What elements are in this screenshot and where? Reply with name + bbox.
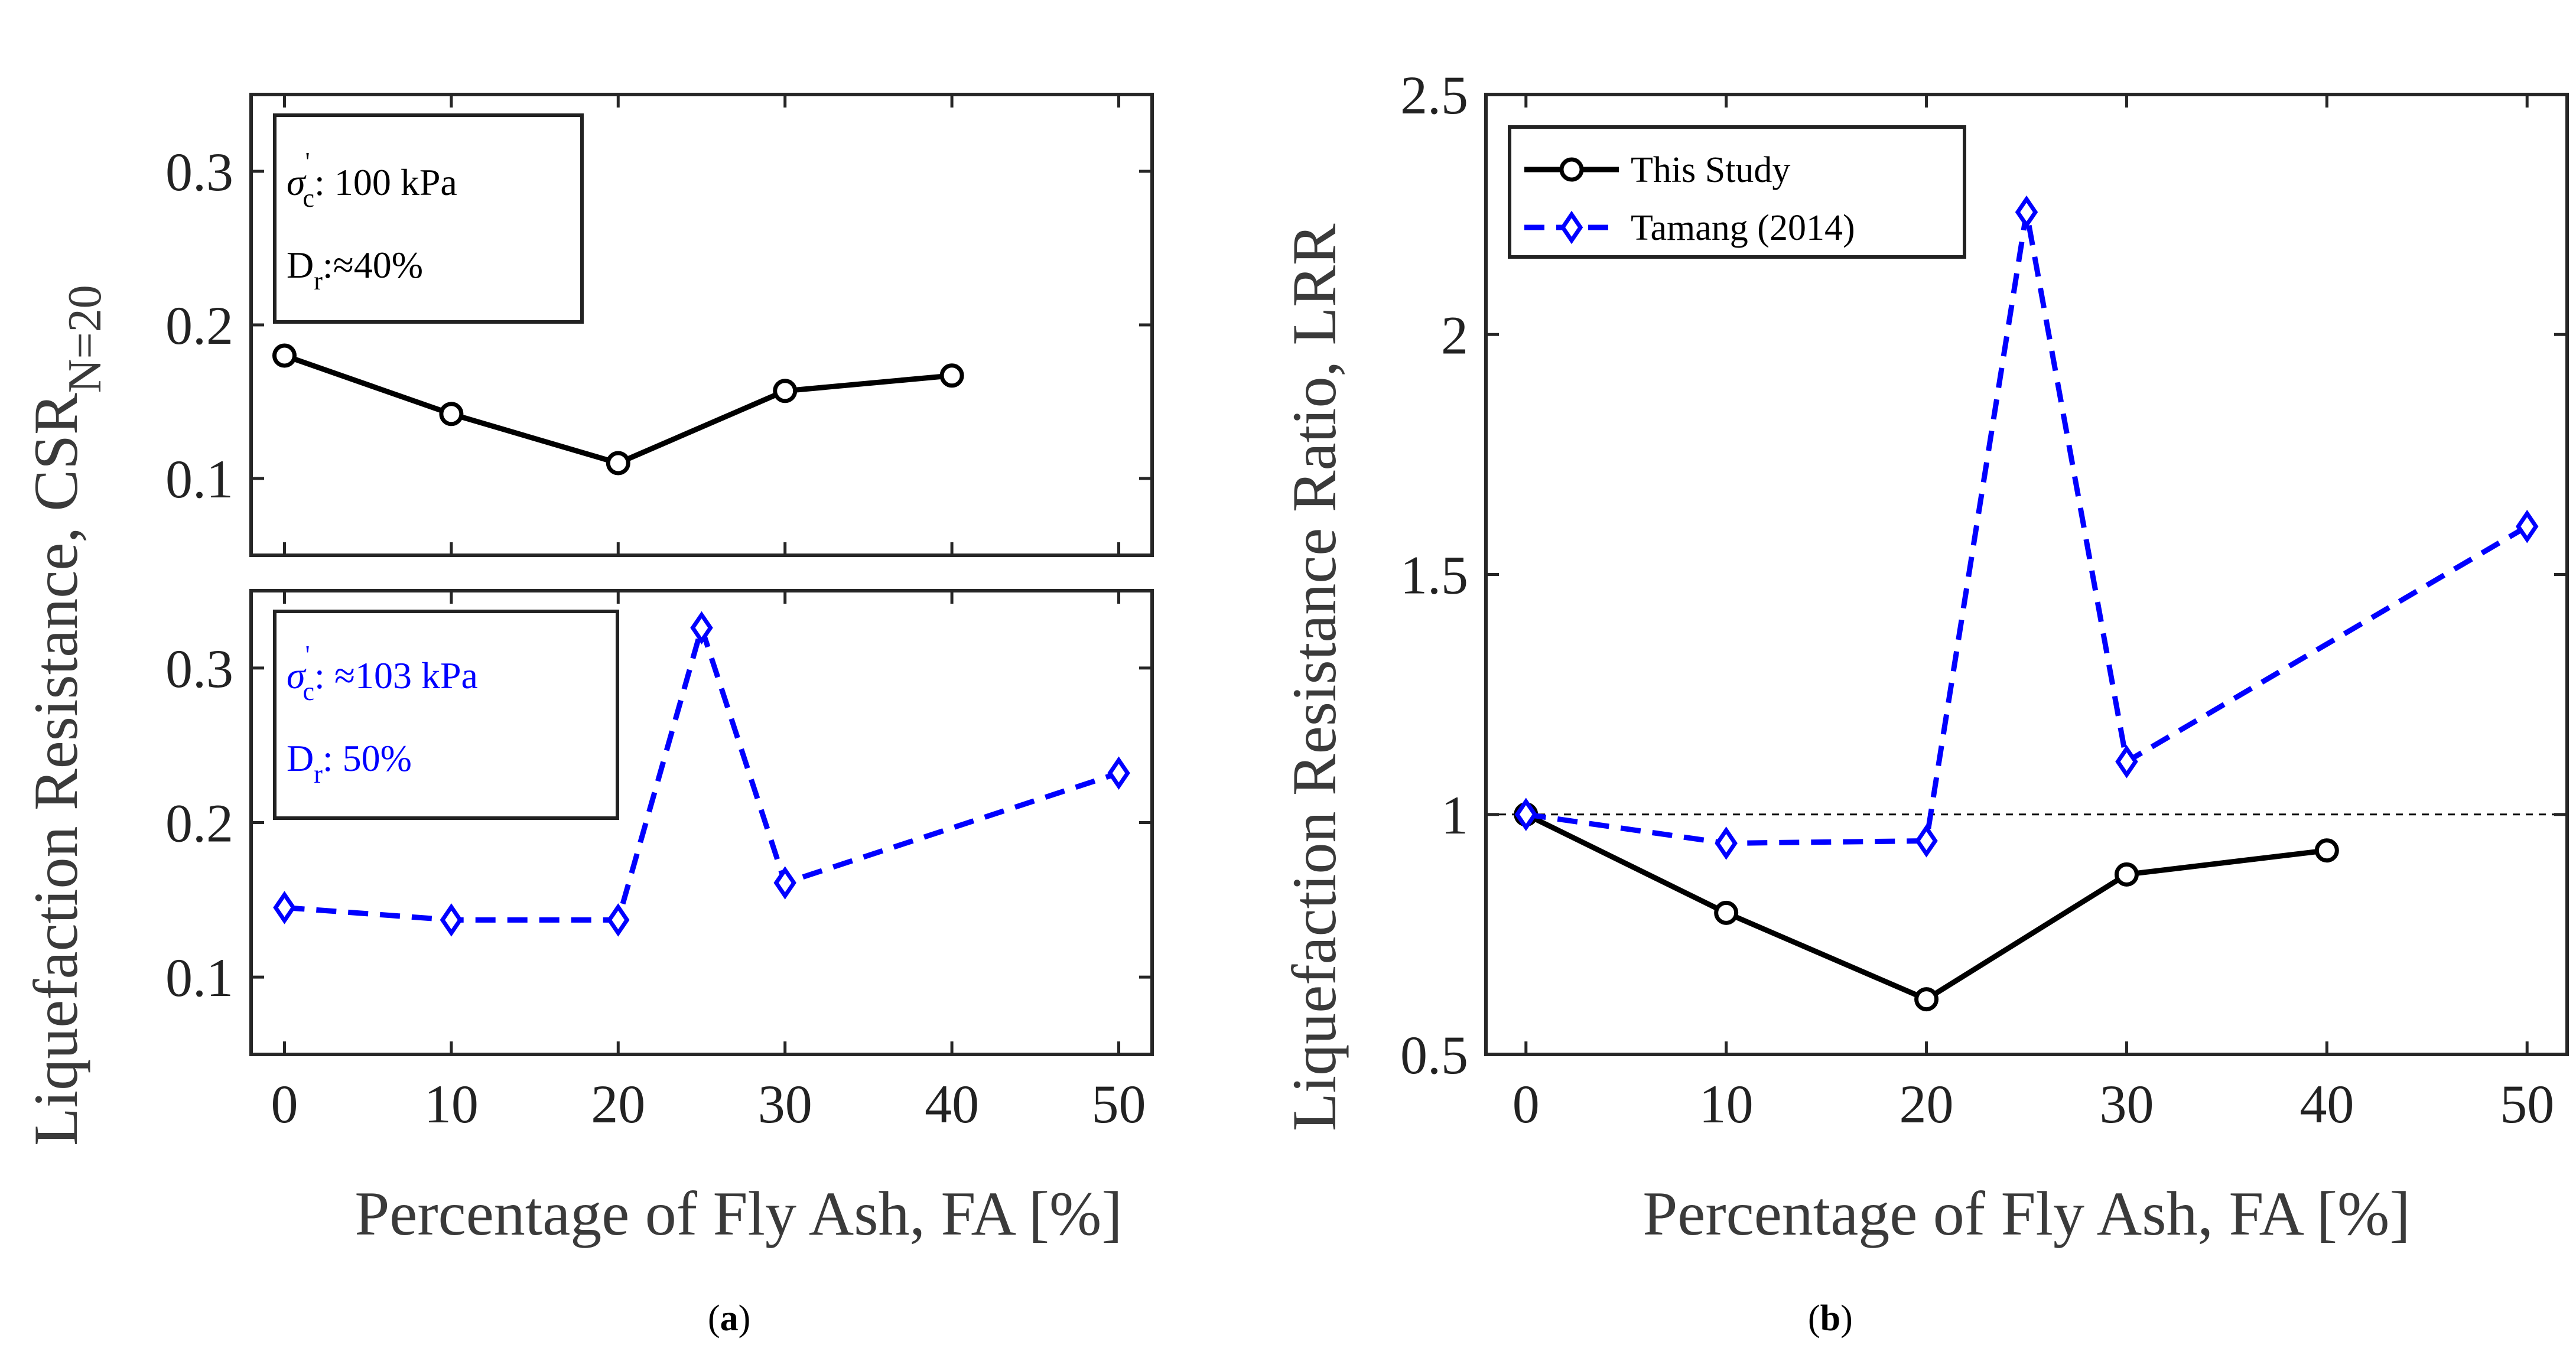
panel-a-bottom-xtick-label: 20: [591, 1074, 645, 1134]
panel-a-top-annotation-line1: σ' c: 100 kPa: [287, 147, 457, 213]
panel-a-bottom-xtick-label: 40: [925, 1074, 979, 1134]
panel-a-bottom-series-point: [773, 866, 796, 900]
panel-b-xtick-label: 0: [1513, 1074, 1540, 1134]
panel-b-x-ticks: 0 10 20 30 40 50: [1513, 95, 2554, 1134]
caption-a: (a): [708, 1298, 750, 1339]
panel-b-y-axis-label: Liquefaction Resistance Ratio, LRR: [1280, 223, 1349, 1131]
panel-a-top-ytick-label: 0.1: [165, 449, 233, 509]
panel-b-y-ticks: 0.5 1 1.5 2 2.5: [1400, 65, 2567, 1085]
panel-b-xtick-label: 50: [2500, 1074, 2554, 1134]
panel-b-xtick-label: 20: [1900, 1074, 1954, 1134]
panel-a-top-series-point: [773, 379, 798, 403]
panel-a-top-annotation-box: σ' c: 100 kPa Dr:≈40%: [273, 113, 584, 324]
legend-marker-tamang: [1560, 210, 1583, 245]
panel-a-top-series-line: [283, 353, 952, 466]
panel-b-ytick-label: 1: [1441, 785, 1468, 845]
panel-a-top: 0.1 0.2 0.3 σ' c: 100 kPa Dr:≈40%: [165, 93, 1154, 557]
panel-a-x-axis-label: Percentage of Fly Ash, FA [%]: [354, 1179, 1122, 1248]
panel-b-series-0-point: [1914, 987, 1939, 1012]
legend-label-tamang: Tamang (2014): [1631, 208, 1855, 248]
panel-b-ytick-label: 0.5: [1400, 1025, 1468, 1085]
panel-a-bottom-ytick-label: 0.2: [165, 793, 233, 854]
panel-b: 0.5 1 1.5 2 2.5 0 10 20 30 40 50 This Study Taman…: [1280, 65, 2569, 1248]
panel-b-xtick-label: 30: [2099, 1074, 2154, 1134]
panel-a-top-ytick-label: 0.3: [165, 142, 233, 202]
panel-a-bottom-series-point: [440, 903, 463, 937]
panel-a-top-series-point: [606, 451, 630, 476]
panel-a-bottom-series-point: [607, 903, 630, 937]
panel-b-series-0-point: [1714, 900, 1739, 925]
panel-a-top-y-ticks: 0.1 0.2 0.3: [165, 142, 1152, 509]
panel-b-series-1-point: [2115, 745, 2138, 779]
panel-a-bottom-xtick-label: 10: [424, 1074, 479, 1134]
legend-marker-this-study: [1559, 157, 1584, 182]
panel-a-top-series: [272, 343, 964, 476]
panel-b-ytick-label: 2: [1441, 305, 1468, 365]
panel-a-y-axis-label: Liquefaction Resistance, CSRN=20: [21, 285, 111, 1146]
panel-a-bottom-annotation-box: σ' c: ≈103 kPa Dr: 50%: [273, 610, 619, 820]
panel-b-series-0-point: [2114, 862, 2139, 887]
panel-a-bottom-y-ticks: 0.1 0.2 0.3: [165, 639, 1152, 1008]
panel-a-bottom-series-point: [690, 611, 713, 645]
panel-a-bottom-series-point: [1107, 756, 1130, 790]
panel-a-top-annotation-line2: Dr:≈40%: [287, 244, 423, 295]
panel-b-x-axis-label: Percentage of Fly Ash, FA [%]: [1642, 1179, 2410, 1248]
panel-b-series: [1514, 195, 2539, 1012]
panel-a-bottom-annotation-line2: Dr: 50%: [287, 737, 412, 789]
panel-a-top-ytick-label: 0.2: [165, 295, 233, 356]
panel-b-series-1-point: [2015, 195, 2038, 229]
panel-b-series-0-point: [2314, 838, 2339, 863]
panel-a-bottom-series: [273, 611, 1130, 937]
panel-a-bottom-xtick-label: 0: [271, 1074, 298, 1134]
legend-label-this-study: This Study: [1631, 150, 1790, 190]
panel-a-top-x-ticks: [282, 95, 1121, 555]
panel-a-top-series-point: [939, 363, 964, 388]
panel-a-bottom-ytick-label: 0.1: [165, 948, 233, 1008]
panel-a-bottom-x-ticks: 0 10 20 30 40 50: [271, 591, 1146, 1134]
panel-a-bottom-ytick-label: 0.3: [165, 639, 233, 699]
panel-a-bottom-annotation-line1: σ' c: ≈103 kPa: [287, 640, 478, 706]
panel-b-xtick-label: 10: [1699, 1074, 1754, 1134]
panel-a-bottom-series-point: [273, 891, 296, 924]
panel-a-bottom: 0.1 0.2 0.3 0 10 20 30 40 50 σ' c: ≈103 kPa Dr: …: [165, 589, 1154, 1248]
panel-b-series-1-point: [2515, 510, 2539, 543]
panel-b-ytick-label: 2.5: [1400, 65, 1468, 125]
panel-a-bottom-xtick-label: 50: [1092, 1074, 1146, 1134]
panel-a-top-series-point: [439, 402, 464, 426]
panel-b-series-1-point: [1514, 797, 1538, 831]
panel-b-series-1-point: [1715, 826, 1738, 860]
panel-b-legend: This Study Tamang (2014): [1508, 125, 1966, 259]
panel-a-bottom-xtick-label: 30: [758, 1074, 812, 1134]
panel-a-top-series-point: [272, 343, 297, 368]
panel-b-ytick-label: 1.5: [1400, 545, 1468, 605]
panel-a-bottom-series-line: [284, 625, 1120, 923]
panel-b-series-1-line: [1526, 209, 2529, 846]
panel-b-series-1-point: [1915, 824, 1938, 858]
caption-b: (b): [1808, 1298, 1853, 1339]
panel-b-xtick-label: 40: [2299, 1074, 2354, 1134]
